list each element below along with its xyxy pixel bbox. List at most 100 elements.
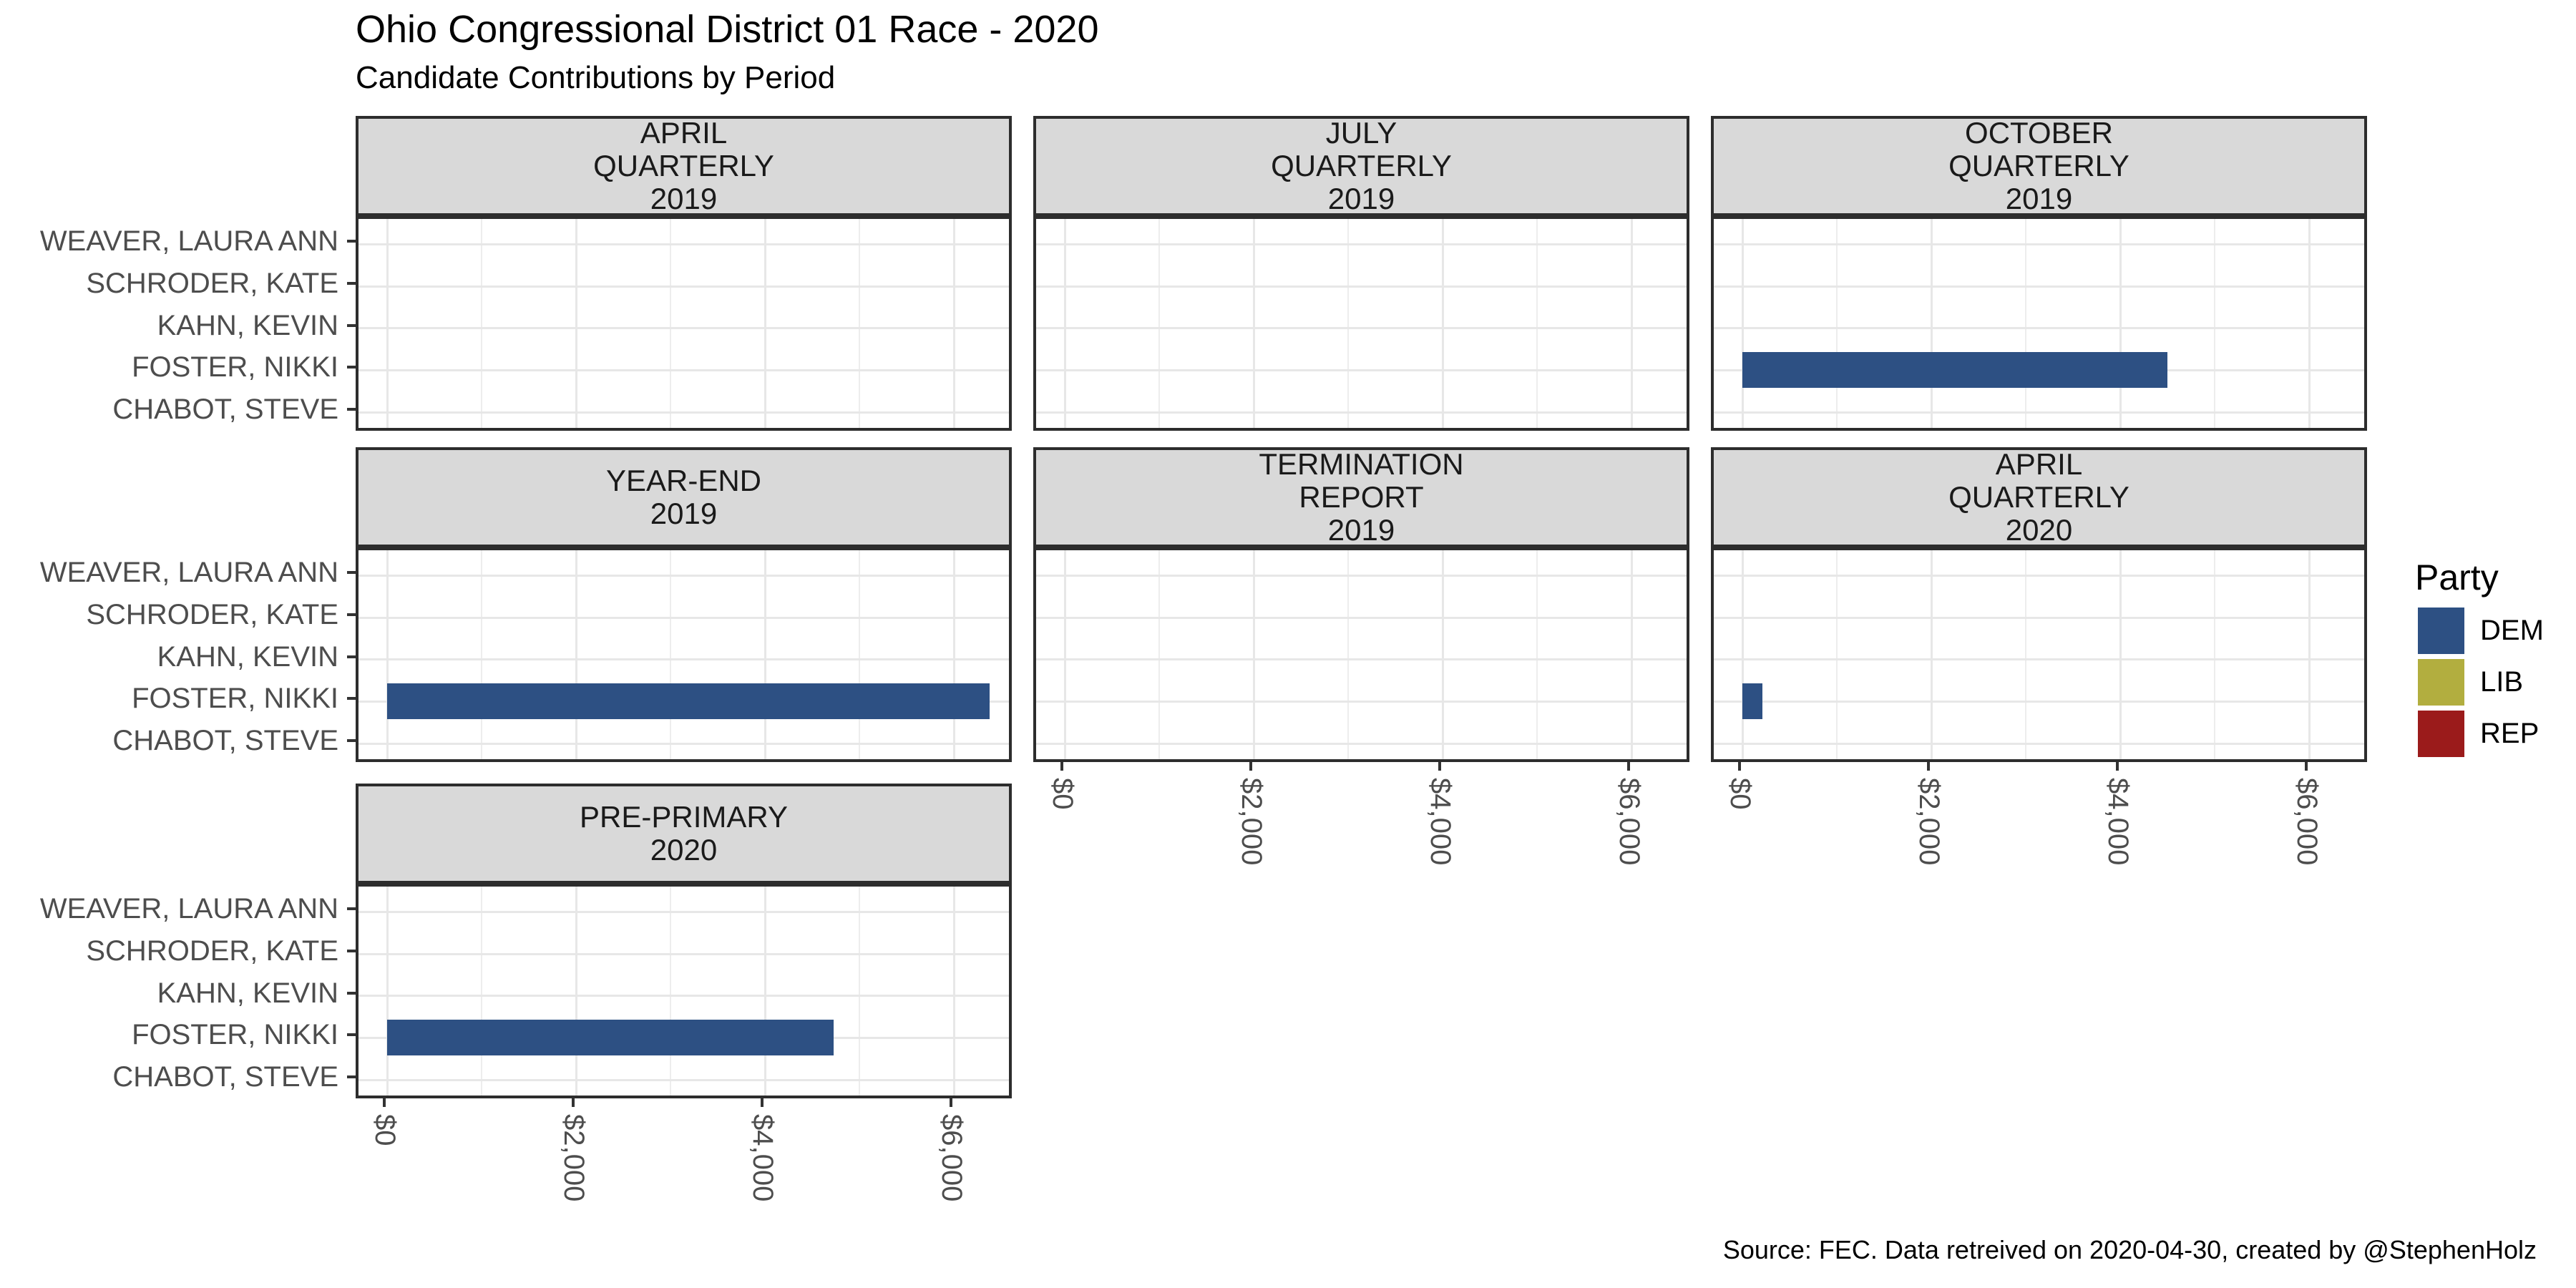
gridline-vertical	[2213, 219, 2215, 428]
gridline-horizontal	[1036, 285, 1687, 288]
gridline-vertical	[2213, 550, 2215, 759]
facet-strip-label: QUARTERLY	[1271, 149, 1452, 182]
gridline-vertical	[2024, 219, 2026, 428]
gridline-vertical	[386, 887, 389, 1096]
gridline-horizontal	[1036, 700, 1687, 703]
gridline-vertical	[763, 550, 766, 759]
gridline-vertical	[1158, 550, 1160, 759]
facet-strip-label: 2019	[2005, 182, 2073, 215]
y-axis-label: CHABOT, STEVE	[112, 725, 338, 756]
gridline-horizontal	[1714, 658, 2364, 660]
gridline-vertical	[2308, 219, 2311, 428]
gridline-horizontal	[1714, 574, 2364, 577]
gridline-vertical	[952, 219, 955, 428]
facet-strip: JULY QUARTERLY 2019	[1033, 116, 1689, 216]
facet-strip-label: QUARTERLY	[1948, 480, 2129, 514]
legend-title: Party	[2415, 557, 2499, 597]
facet-panel	[356, 216, 1012, 431]
facet-panel	[1711, 547, 2367, 762]
facet-panel	[356, 547, 1012, 762]
legend-entry-lib: LIB	[2418, 659, 2544, 706]
facet-strip-label: 2020	[2005, 513, 2073, 547]
gridline-vertical	[1063, 550, 1066, 759]
chart-caption: Source: FEC. Data retreived on 2020-04-3…	[1722, 1235, 2537, 1264]
bar-dem	[387, 1020, 834, 1055]
x-axis-label: $4,000	[747, 1114, 779, 1202]
y-tick	[347, 655, 356, 658]
gridline-horizontal	[358, 995, 1009, 997]
y-axis-label: SCHRODER, KATE	[86, 268, 338, 299]
gridline-horizontal	[358, 658, 1009, 660]
gridline-vertical	[575, 219, 577, 428]
x-tick	[1438, 762, 1441, 771]
facet-strip-label: YEAR-END	[605, 464, 762, 497]
facet-strip-label: OCTOBER	[1965, 116, 2113, 150]
gridline-vertical	[1630, 550, 1633, 759]
legend: DEM LIB REP	[2418, 608, 2544, 757]
gridline-vertical	[858, 550, 860, 759]
gridline-vertical	[1835, 550, 1838, 759]
gridline-vertical	[763, 219, 766, 428]
x-tick	[1738, 762, 1741, 771]
x-tick	[1249, 762, 1252, 771]
y-tick	[347, 697, 356, 700]
y-axis-label: SCHRODER, KATE	[86, 935, 338, 967]
gridline-horizontal	[1714, 742, 2364, 745]
facet-strip-label: TERMINATION	[1259, 447, 1464, 481]
x-tick	[2305, 762, 2308, 771]
gridline-vertical	[669, 550, 671, 759]
facet-strip-label: 2019	[650, 182, 718, 215]
gridline-horizontal	[1036, 369, 1687, 371]
gridline-vertical	[1252, 219, 1255, 428]
facet-strip: PRE-PRIMARY 2020	[356, 784, 1012, 884]
legend-swatch-rep	[2418, 711, 2464, 757]
facet-strip-label: REPORT	[1299, 480, 1424, 514]
bar-dem	[1742, 683, 1762, 719]
gridline-vertical	[2119, 550, 2122, 759]
gridline-vertical	[1741, 550, 1744, 759]
x-tick	[1627, 762, 1630, 771]
gridline-horizontal	[358, 411, 1009, 414]
y-tick	[347, 571, 356, 574]
gridline-vertical	[1158, 219, 1160, 428]
gridline-vertical	[1441, 219, 1444, 428]
facet-strip: OCTOBER QUARTERLY 2019	[1711, 116, 2367, 216]
facet-strip-label: 2019	[1327, 513, 1395, 547]
gridline-vertical	[575, 550, 577, 759]
facet-strip-label: APRIL	[640, 116, 728, 150]
gridline-horizontal	[1036, 742, 1687, 745]
x-tick	[1927, 762, 1930, 771]
facet-strip-label: 2019	[650, 497, 718, 530]
x-axis-label: $6,000	[2291, 778, 2323, 866]
gridline-vertical	[2024, 550, 2026, 759]
y-axis-label: KAHN, KEVIN	[157, 977, 338, 1009]
bar-dem	[387, 683, 990, 719]
gridline-horizontal	[1036, 574, 1687, 577]
y-tick	[347, 240, 356, 243]
gridline-horizontal	[1714, 327, 2364, 329]
gridline-horizontal	[1714, 411, 2364, 414]
x-tick	[761, 1098, 763, 1107]
legend-swatch-lib	[2418, 659, 2464, 706]
facet-panel	[1711, 216, 2367, 431]
x-tick	[572, 1098, 575, 1107]
y-tick	[347, 408, 356, 411]
gridline-vertical	[480, 550, 482, 759]
gridline-horizontal	[1714, 243, 2364, 245]
gridline-vertical	[858, 219, 860, 428]
gridline-horizontal	[358, 952, 1009, 955]
gridline-vertical	[386, 219, 389, 428]
y-axis-label: WEAVER, LAURA ANN	[39, 557, 338, 588]
facet-strip-label: 2019	[1327, 182, 1395, 215]
gridline-vertical	[952, 887, 955, 1096]
x-axis-label: $2,000	[1236, 778, 1267, 866]
facet-panel	[356, 884, 1012, 1098]
gridline-vertical	[1536, 550, 1538, 759]
x-axis-label: $0	[1724, 778, 1756, 810]
facet-panel	[1033, 547, 1689, 762]
y-tick	[347, 366, 356, 369]
gridline-horizontal	[1036, 616, 1687, 619]
gridline-vertical	[386, 550, 389, 759]
gridline-horizontal	[358, 243, 1009, 245]
gridline-vertical	[669, 887, 671, 1096]
